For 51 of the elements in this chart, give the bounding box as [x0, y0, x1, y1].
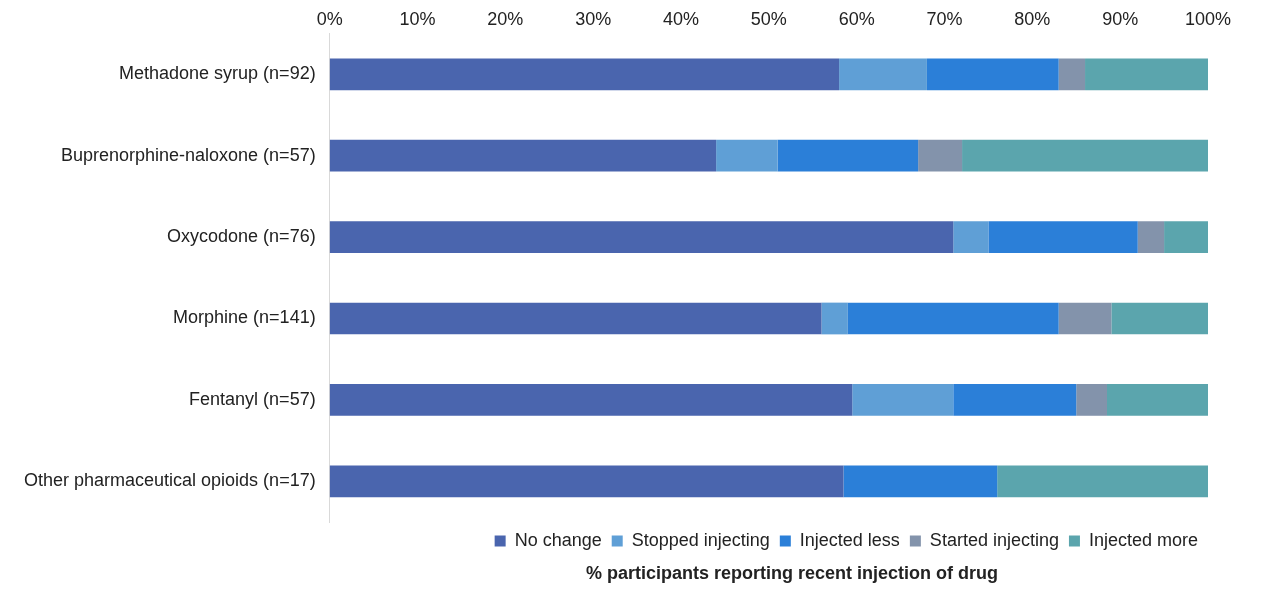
bar: [329, 465, 844, 498]
bar: [953, 384, 1077, 416]
x-axis-title: % participants reporting recent injection of drug: [584, 563, 999, 584]
x-tick-label: 50%: [750, 8, 787, 29]
x-tick-label: 100%: [1184, 8, 1232, 29]
legend-label: No change: [514, 529, 602, 550]
x-tick-label: 10%: [399, 8, 436, 29]
bar: [1058, 302, 1112, 335]
bar: [926, 58, 1059, 91]
bar: [843, 465, 998, 498]
y-tick-label: Fentanyl (n=57): [189, 388, 316, 409]
bar: [777, 139, 919, 172]
y-tick-label: Buprenorphine-naloxone (n=57): [60, 144, 316, 165]
bar: [1058, 58, 1086, 91]
x-tick-label: 0%: [316, 8, 343, 29]
bar: [918, 139, 963, 172]
legend-label: Injected more: [1088, 529, 1199, 550]
y-tick-label: Oxycodone (n=76): [167, 226, 316, 247]
y-tick-label: Morphine (n=141): [173, 307, 316, 328]
x-tick-label: 40%: [662, 8, 700, 29]
bar: [329, 221, 954, 253]
bar: [1085, 58, 1208, 91]
bar: [997, 465, 1208, 498]
bar: [839, 58, 927, 91]
bar: [329, 58, 840, 91]
bar: [1076, 384, 1107, 416]
bar: [1111, 302, 1208, 335]
bar: [1106, 384, 1208, 416]
legend-label: Started injecting: [929, 529, 1059, 550]
legend-label: Stopped injecting: [631, 529, 770, 550]
bar: [821, 302, 848, 335]
legend-label: Injected less: [799, 529, 900, 550]
x-tick-label: 30%: [575, 8, 612, 29]
bar: [1164, 221, 1208, 253]
bar: [953, 221, 989, 253]
x-tick-label: 80%: [1014, 8, 1051, 29]
bar: [716, 139, 778, 172]
bar: [852, 384, 954, 416]
x-tick-label: 90%: [1102, 8, 1139, 29]
bar: [329, 302, 822, 335]
x-tick-label: 70%: [926, 8, 963, 29]
bar: [988, 221, 1138, 253]
x-tick-label: 60%: [838, 8, 875, 29]
bar: [329, 139, 717, 172]
bar: [962, 139, 1208, 172]
bar: [1137, 221, 1165, 253]
y-tick-label: Methadone syrup (n=92): [119, 63, 316, 84]
bar: [329, 384, 853, 416]
y-tick-label: Other pharmaceutical opioids (n=17): [24, 470, 316, 491]
bar: [847, 302, 1059, 335]
x-tick-label: 20%: [487, 8, 524, 29]
